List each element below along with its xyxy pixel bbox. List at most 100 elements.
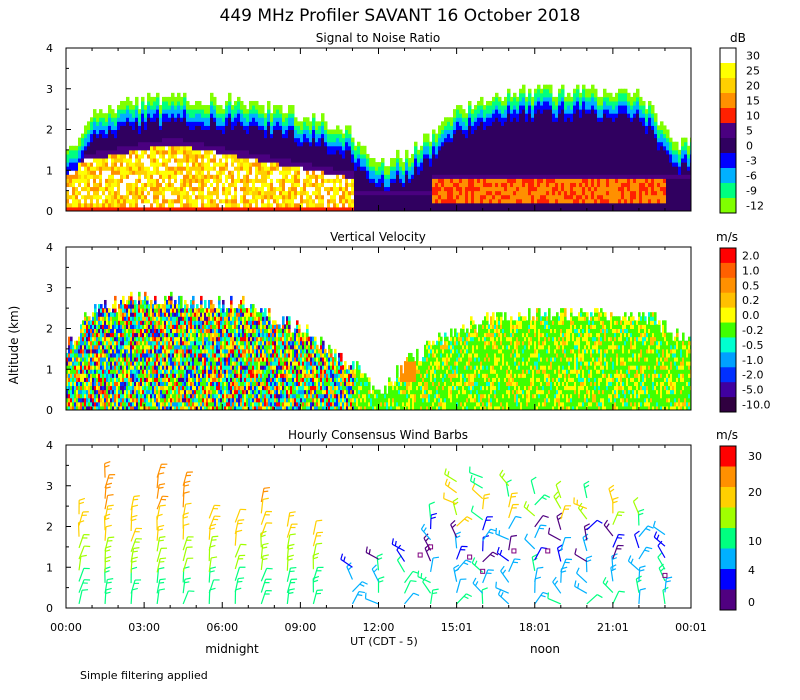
wind-barb [534, 494, 545, 506]
wind-barb [78, 556, 82, 571]
colorbar-label: 20 [748, 486, 762, 499]
wind-barb [508, 558, 516, 572]
colorbar-label: 0.0 [742, 309, 760, 322]
colorbar-label: -10.0 [742, 399, 770, 412]
wind-barb [612, 591, 620, 605]
wind-barb [424, 548, 432, 562]
wind-barb [312, 567, 319, 582]
wind-barb [104, 474, 110, 489]
wind-barb [234, 578, 239, 593]
wind-barb [508, 536, 512, 551]
wind-barb [632, 501, 640, 515]
wind-barb [78, 579, 85, 593]
wind-barb [208, 536, 213, 551]
colorbar-swatch [720, 168, 736, 184]
wind-barb [104, 537, 109, 552]
wind-barb [500, 570, 510, 583]
wind-barb [182, 536, 189, 551]
wind-barb [496, 552, 510, 562]
colorbar-swatch [720, 569, 736, 590]
wind-barb [454, 534, 458, 549]
wind-barb [404, 592, 414, 605]
wind-barb [456, 593, 467, 605]
wind-barb [495, 587, 509, 594]
wind-barb [453, 567, 458, 582]
colorbar-label: 10 [748, 535, 762, 548]
colorbar-label: -3 [746, 155, 757, 168]
wind-barb [234, 520, 239, 535]
y-tick-label: 3 [46, 282, 53, 295]
axes-layer: 0 1 2 3 4 0 1 2 3 4 0 1 2 3 4 [46, 42, 692, 615]
wind-barb [260, 511, 267, 525]
wind-barb [130, 528, 137, 542]
wind-barb [286, 579, 292, 594]
colorbar-label: -0.5 [742, 339, 763, 352]
colorbar-label: 0 [748, 596, 755, 609]
colorbar-swatch [720, 48, 736, 64]
wind-barb [530, 480, 536, 495]
wind-barb [182, 504, 187, 519]
wind-barb [156, 495, 163, 510]
colorbar-label: 15 [746, 95, 760, 108]
wind-barb [351, 591, 360, 605]
wind-barb [312, 532, 318, 547]
wind-barb [469, 472, 483, 479]
colorbar-label: -12 [746, 200, 764, 213]
wind-barb [499, 474, 510, 487]
wind-barb [104, 495, 109, 510]
x-tick-labels: 00:00 03:00 06:00 09:00 12:00 15:01 18:01 21:01… [50, 621, 707, 634]
colorbar-swatch [720, 277, 736, 294]
wind-barb [403, 580, 412, 594]
wind-barb [260, 568, 268, 582]
colorbar1-units: dB [730, 31, 746, 45]
wind-barb [260, 579, 267, 593]
wind-barb [130, 548, 135, 563]
wind-barb [396, 559, 406, 573]
x-axis-label: UT (CDT - 5) [350, 635, 418, 648]
wind-barb [638, 567, 641, 582]
wind-barb [495, 533, 509, 541]
colorbar-label: 0.2 [742, 294, 760, 307]
wind-barb [534, 568, 538, 583]
wind-barb [340, 558, 353, 568]
x-tick-label: 18:01 [519, 621, 551, 634]
wind-barb [664, 578, 667, 593]
y-tick-label: 1 [46, 164, 53, 177]
wind-barb [104, 579, 108, 594]
wind-barb [260, 555, 264, 571]
wind-barb [456, 546, 463, 560]
wind-barb [577, 507, 588, 520]
wind-barb [443, 498, 457, 505]
y-tick-label: 4 [46, 439, 53, 452]
wind-barb [576, 572, 588, 584]
wind-barb [286, 534, 291, 549]
wind-barb [104, 526, 107, 541]
wind-barb [286, 524, 293, 538]
wind-barb [420, 528, 432, 541]
wind-barb [156, 464, 162, 478]
wind-barb [286, 568, 291, 582]
colorbar-label: 5 [746, 125, 753, 138]
colorbars-layer: 30 25 20 15 10 5 0 -3 -6 -9 -12 2.0 1.0 0.5 0.2 0.0 -0.2… [719, 47, 770, 611]
wind-barb [574, 553, 588, 563]
wind-barb [312, 543, 317, 558]
wind-barb [555, 484, 562, 499]
x-tick-label: 06:00 [206, 621, 238, 634]
wind-barb [208, 515, 215, 530]
wind-barb [365, 598, 379, 605]
colorbar-swatch [720, 307, 736, 324]
wind-barb [534, 592, 544, 605]
colorbar2-units: m/s [716, 230, 738, 244]
x-tick-label: 00:01 [675, 621, 707, 634]
wind-barb [78, 545, 85, 560]
wind-barb [156, 589, 160, 605]
snr-plot-area [66, 84, 691, 211]
colorbar-label: -0.2 [742, 324, 763, 337]
wind-barb [286, 589, 290, 604]
colorbar-label: -6 [746, 170, 757, 183]
wind-barb [260, 590, 267, 605]
wind-barb [104, 505, 109, 520]
wind-barb [450, 524, 458, 538]
colorbar-swatch [720, 183, 736, 199]
wind-barb [312, 590, 318, 605]
